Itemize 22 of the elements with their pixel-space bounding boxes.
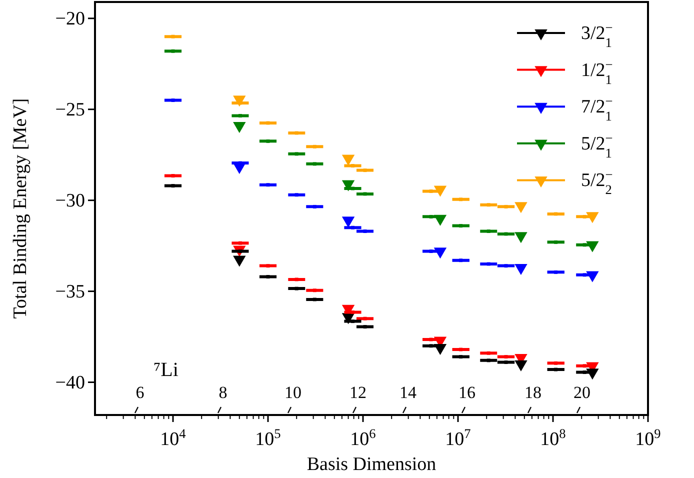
x-tick-label: 10$^{9}$ bbox=[635, 426, 662, 450]
annotation: 14 bbox=[400, 383, 417, 402]
x-tick-label: 10$^{7}$ bbox=[445, 426, 472, 450]
y-axis-title: Total Binding Energy [MeV] bbox=[10, 98, 31, 319]
annotation: 8 bbox=[218, 383, 228, 402]
annotation: 10 bbox=[284, 383, 302, 402]
y-tick-label: −25 bbox=[55, 99, 85, 120]
y-tick-label: −20 bbox=[55, 8, 85, 30]
annotation: 12 bbox=[350, 383, 366, 402]
annotation: 6 bbox=[136, 383, 144, 402]
annotation: ⁷Li bbox=[154, 359, 179, 381]
x-tick-label: 10$^{4}$ bbox=[160, 426, 186, 450]
x-axis-title: Basis Dimension bbox=[306, 454, 437, 475]
annotation: 20 bbox=[574, 383, 590, 402]
x-tick-label: 10$^{6}$ bbox=[350, 426, 376, 450]
y-tick-label: −35 bbox=[55, 281, 85, 302]
annotation: 18 bbox=[524, 383, 542, 402]
y-tick-label: −40 bbox=[55, 372, 85, 394]
x-tick-label: 10$^{8}$ bbox=[540, 426, 566, 450]
x-tick-label: 10$^{5}$ bbox=[255, 426, 282, 450]
annotation: 16 bbox=[458, 383, 476, 402]
y-tick-label: −30 bbox=[55, 190, 85, 212]
